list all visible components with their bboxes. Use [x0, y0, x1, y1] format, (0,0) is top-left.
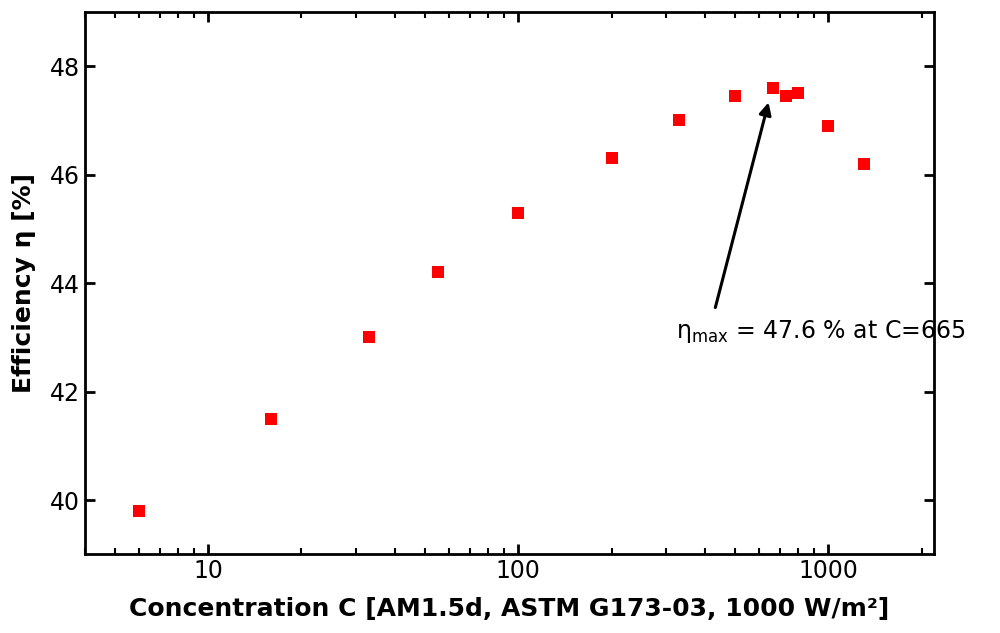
- Text: $\mathregular{\eta_{max}}$ = 47.6 % at C=665: $\mathregular{\eta_{max}}$ = 47.6 % at C…: [676, 318, 965, 346]
- X-axis label: Concentration C [AM1.5d, ASTM G173-03, 1000 W/m²]: Concentration C [AM1.5d, ASTM G173-03, 1…: [129, 597, 890, 621]
- Y-axis label: Efficiency η [%]: Efficiency η [%]: [12, 173, 36, 393]
